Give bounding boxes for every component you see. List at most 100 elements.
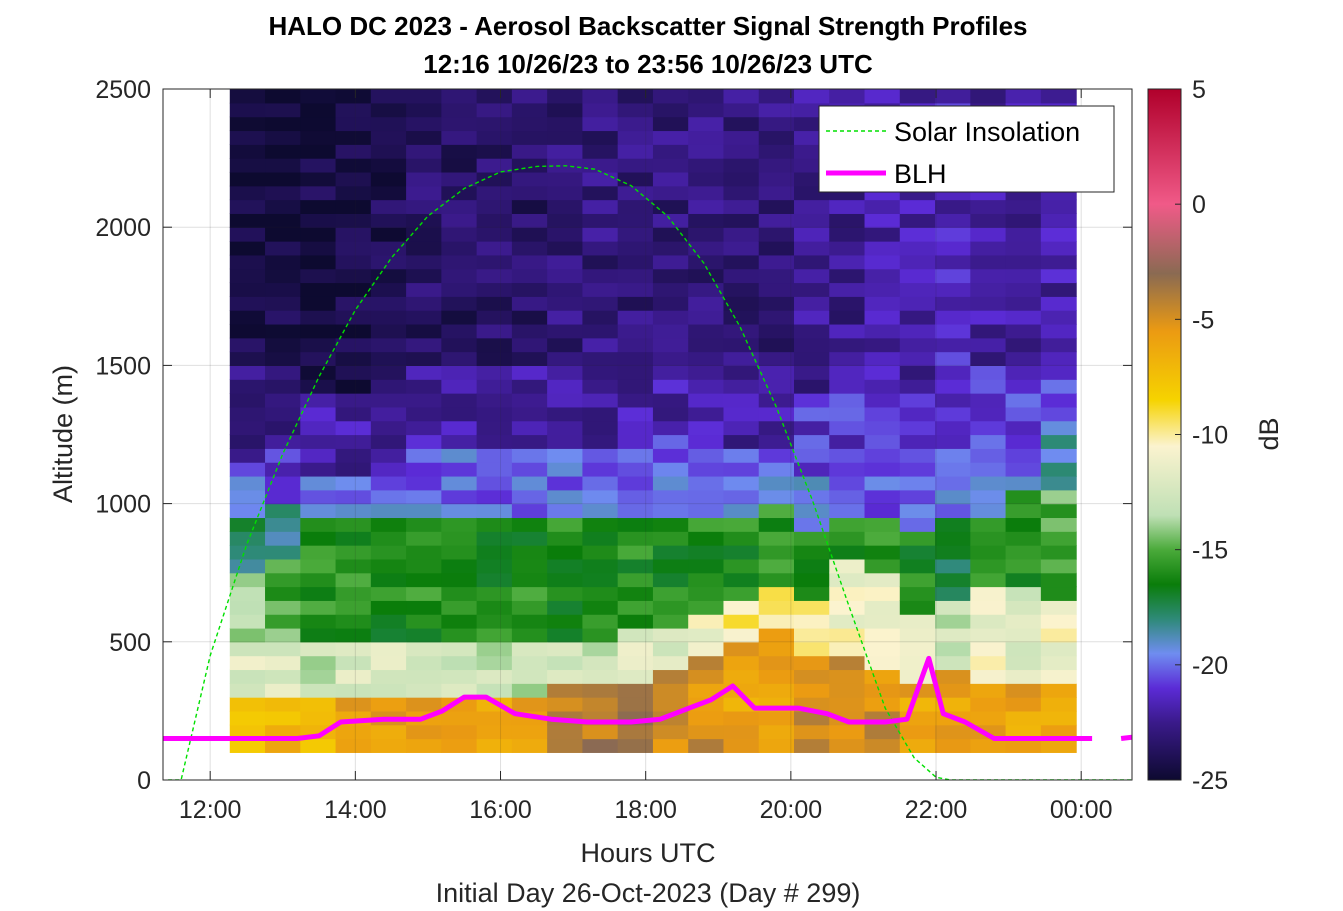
heatmap-cell (899, 434, 936, 449)
heatmap-cell (617, 489, 654, 505)
heatmap-cell (1040, 614, 1077, 629)
heatmap-cell (547, 517, 584, 532)
blh-line-segment (1120, 734, 1132, 741)
heatmap-cell (335, 545, 372, 560)
heatmap-cell (335, 365, 372, 380)
heatmap-cell (794, 199, 830, 214)
heatmap-cell (547, 600, 584, 615)
heatmap-cell (829, 434, 866, 449)
heatmap-cell (511, 572, 548, 588)
heatmap-cell (935, 434, 971, 449)
heatmap-cell (829, 462, 866, 477)
heatmap-cell (547, 697, 584, 712)
heatmap-cell (476, 738, 513, 753)
heatmap-cell (758, 337, 795, 353)
heatmap-cell (1040, 558, 1077, 574)
heatmap-cell (547, 254, 584, 270)
heatmap-cell (265, 213, 301, 228)
heatmap-cell (441, 406, 478, 422)
heatmap-cell (229, 296, 266, 311)
heatmap-cell (688, 503, 725, 519)
heatmap-cell (794, 683, 830, 698)
heatmap-cell (547, 406, 584, 422)
heatmap-cell (723, 199, 760, 214)
heatmap-cell (370, 724, 407, 740)
heatmap-cell (899, 337, 936, 353)
heatmap-cell (476, 379, 513, 394)
heatmap-cell (406, 171, 442, 187)
heatmap-cell (829, 586, 866, 601)
heatmap-cell (652, 393, 689, 408)
heatmap-cell (406, 462, 442, 477)
heatmap-cell (229, 116, 266, 132)
heatmap-cell (476, 655, 513, 671)
heatmap-cell (864, 448, 901, 463)
heatmap-cell (899, 89, 936, 104)
heatmap-cell (935, 406, 971, 422)
heatmap-cell (723, 102, 760, 118)
colorbar-tick-label: -25 (1192, 767, 1228, 795)
heatmap-cell (441, 365, 478, 380)
heatmap-cell (617, 144, 654, 159)
heatmap-cell (335, 406, 372, 422)
heatmap-cell (229, 158, 266, 173)
colorbar-tick-label: 5 (1192, 76, 1206, 104)
heatmap-cell (899, 310, 936, 325)
heatmap-cell (864, 379, 901, 394)
heatmap-cell (406, 365, 442, 380)
heatmap-cell (617, 475, 654, 491)
heatmap-cell (547, 683, 584, 698)
heatmap-cell (511, 545, 548, 560)
heatmap-cell (229, 241, 266, 256)
heatmap-cell (617, 241, 654, 256)
heatmap-cell (1005, 614, 1042, 629)
heatmap-cell (370, 102, 407, 118)
x-tick-label: 22:00 (905, 796, 968, 824)
heatmap-cell (688, 268, 725, 284)
heatmap-cell (229, 268, 266, 284)
heatmap-cell (1005, 213, 1042, 228)
heatmap-cell (441, 710, 478, 726)
heatmap-cell (229, 475, 266, 491)
heatmap-cell (265, 572, 301, 588)
heatmap-cell (476, 448, 513, 463)
heatmap-cell (829, 365, 866, 380)
heatmap-cell (441, 572, 478, 588)
heatmap-cell (1005, 517, 1042, 532)
heatmap-cell (688, 627, 725, 643)
heatmap-cell (794, 503, 830, 519)
heatmap-cell (582, 158, 619, 173)
heatmap-cell (688, 475, 725, 491)
heatmap-cell (899, 241, 936, 256)
heatmap-cell (406, 296, 442, 311)
heatmap-cell (582, 310, 619, 325)
heatmap-cell (617, 517, 654, 532)
heatmap-cell (476, 545, 513, 560)
heatmap-cell (758, 310, 795, 325)
heatmap-cell (547, 462, 584, 477)
heatmap-cell (511, 531, 548, 546)
heatmap-cell (723, 268, 760, 284)
heatmap-cell (229, 669, 266, 684)
colorbar-tick-label: -20 (1192, 652, 1228, 680)
heatmap-cell (829, 406, 866, 422)
legend: Solar Insolation BLH (818, 105, 1115, 193)
heatmap-cell (829, 572, 866, 588)
heatmap-cell (265, 420, 301, 436)
heatmap-cell (229, 683, 266, 698)
heatmap-cell (441, 738, 478, 753)
heatmap-cell (511, 310, 548, 325)
heatmap-cell (406, 641, 442, 657)
heatmap-cell (723, 337, 760, 353)
heatmap-cell (335, 503, 372, 519)
heatmap-cell (582, 365, 619, 380)
heatmap-cell (511, 434, 548, 449)
heatmap-cell (511, 627, 548, 643)
heatmap-cell (723, 254, 760, 270)
heatmap-cell (511, 144, 548, 159)
heatmap-cell (1005, 586, 1042, 601)
heatmap-cell (688, 738, 725, 753)
heatmap-cell (300, 227, 337, 242)
heatmap-cell (265, 683, 301, 698)
heatmap-cell (617, 158, 654, 173)
